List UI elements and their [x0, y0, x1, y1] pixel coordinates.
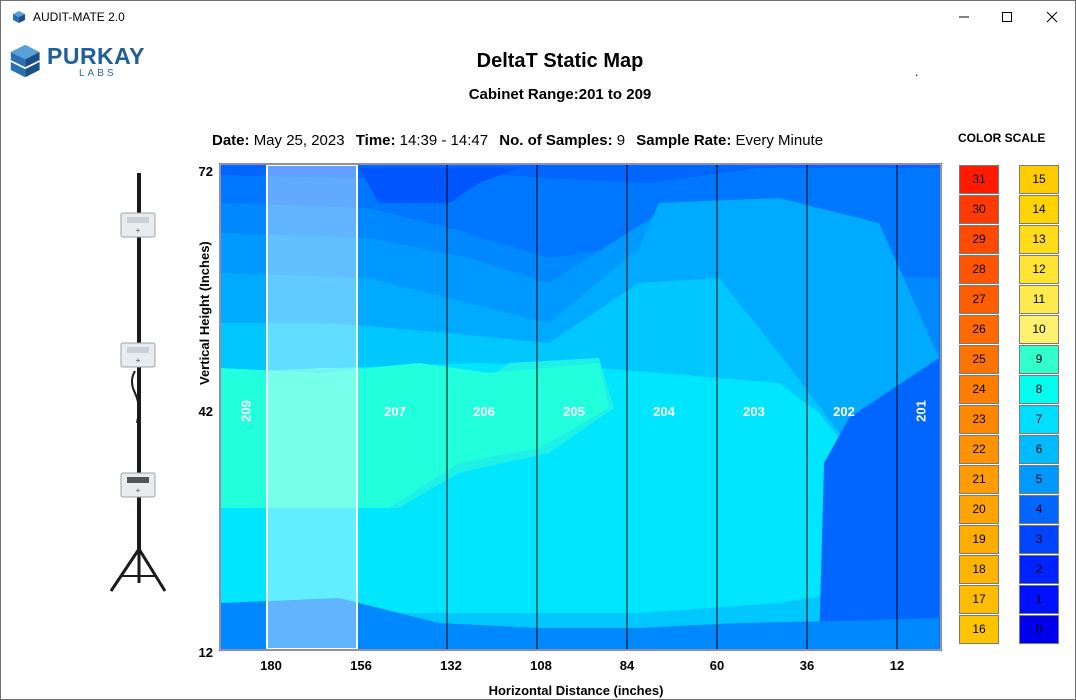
- minimize-button[interactable]: [941, 1, 987, 33]
- cabinet-label[interactable]: 205: [563, 404, 585, 419]
- heat-band-bottom-5: [221, 598, 939, 649]
- x-tick: 12: [889, 658, 905, 673]
- header-dot: .: [915, 65, 919, 79]
- x-tick: 60: [709, 658, 725, 673]
- color-scale-swatch: 9: [1019, 345, 1059, 374]
- title-bar[interactable]: AUDIT-MATE 2.0: [1, 1, 1075, 33]
- y-tick: 12: [198, 645, 213, 660]
- x-tick: 36: [799, 658, 815, 673]
- color-scale-swatch: 23: [959, 405, 999, 434]
- sensor-box-middle: +: [120, 342, 156, 368]
- cabinet-highlight[interactable]: [267, 165, 357, 649]
- heat-band-top-3: [359, 168, 519, 203]
- y-tick: 72: [198, 164, 213, 179]
- color-scale-swatch: 29: [959, 225, 999, 254]
- rate-label: Sample Rate:: [636, 132, 732, 149]
- y-tick: 42: [198, 404, 213, 419]
- heat-band-9: [221, 363, 609, 508]
- color-scale-title: COLOR SCALE: [958, 131, 1046, 145]
- cabinet-label[interactable]: 203: [743, 404, 765, 419]
- color-scale-swatch: 4: [1019, 495, 1059, 524]
- time-value: 14:39 - 14:47: [399, 132, 489, 149]
- brand-name: PURKAY: [47, 43, 146, 69]
- page-title: DeltaT Static Map: [476, 50, 644, 72]
- color-scale-swatch: 15: [1019, 165, 1059, 194]
- color-scale-swatch: 17: [959, 585, 999, 614]
- cabinet-label[interactable]: 202: [833, 404, 855, 419]
- sensor-pole-image: + + +: [109, 173, 167, 592]
- app-cube-icon: [13, 11, 25, 23]
- x-axis-label: Horizontal Distance (inches): [488, 683, 664, 698]
- color-scale-swatch: 6: [1019, 435, 1059, 464]
- color-scale-swatch: 30: [959, 195, 999, 224]
- color-scale-swatch: 5: [1019, 465, 1059, 494]
- color-scale-swatch: 22: [959, 435, 999, 464]
- x-tick: 156: [350, 658, 372, 673]
- color-scale-swatch: 11: [1019, 285, 1059, 314]
- color-scale-swatch: 0: [1019, 615, 1059, 644]
- samples-value: 9: [616, 132, 626, 149]
- color-scale-swatch: 31: [959, 165, 999, 194]
- time-label: Time:: [355, 132, 396, 149]
- color-scale-swatch: 20: [959, 495, 999, 524]
- cabinet-range: Cabinet Range:201 to 209: [468, 86, 652, 103]
- color-scale-swatch: 1: [1019, 585, 1059, 614]
- color-scale-swatch: 7: [1019, 405, 1059, 434]
- color-scale-swatch: 10: [1019, 315, 1059, 344]
- color-scale-swatch: 27: [959, 285, 999, 314]
- cabinet-label[interactable]: 204: [653, 404, 675, 419]
- color-scale-swatch: 19: [959, 525, 999, 554]
- x-tick: 180: [260, 658, 282, 673]
- minimize-icon: [959, 16, 969, 18]
- cabinet-label[interactable]: 201: [913, 400, 928, 422]
- sensor-box-top: +: [120, 212, 156, 238]
- brand-logo-icon: [10, 44, 41, 78]
- date-label: Date:: [212, 132, 250, 149]
- color-scale-swatch: 13: [1019, 225, 1059, 254]
- color-scale-swatch: 26: [959, 315, 999, 344]
- color-scale-swatch: 21: [959, 465, 999, 494]
- color-scale-swatch: 28: [959, 255, 999, 284]
- close-button[interactable]: [1029, 1, 1075, 33]
- cabinet-label[interactable]: 207: [384, 404, 406, 419]
- cabinet-label[interactable]: 209: [238, 400, 253, 422]
- brand-sub: LABS: [79, 68, 117, 79]
- color-scale-swatch: 3: [1019, 525, 1059, 554]
- close-icon: [1046, 11, 1058, 23]
- deltat-heatmap: 209 207 206 205 204 203 202 201: [219, 163, 942, 651]
- sensor-box-bottom: +: [120, 472, 156, 498]
- color-scale-swatch: 18: [959, 555, 999, 584]
- maximize-icon: [1002, 12, 1012, 22]
- color-scale-swatch: 24: [959, 375, 999, 404]
- heat-band-4: [819, 358, 939, 649]
- cabinet-label[interactable]: 206: [473, 404, 495, 419]
- color-scale-swatch: 8: [1019, 375, 1059, 404]
- svg-text:+: +: [136, 486, 141, 495]
- maximize-button[interactable]: [984, 1, 1030, 33]
- color-scale-swatch: 14: [1019, 195, 1059, 224]
- date-value: May 25, 2023: [253, 132, 345, 149]
- color-scale-swatch: 2: [1019, 555, 1059, 584]
- x-tick: 108: [530, 658, 552, 673]
- rate-value: Every Minute: [735, 132, 824, 149]
- cabinet-highlight-border: [266, 165, 358, 649]
- color-scale-swatch: 16: [959, 615, 999, 644]
- x-tick: 132: [440, 658, 462, 673]
- samples-label: No. of Samples:: [499, 132, 613, 149]
- color-scale-swatch: 12: [1019, 255, 1059, 284]
- svg-text:+: +: [136, 356, 141, 365]
- y-axis-label: Vertical Height (Inches): [197, 241, 212, 385]
- color-scale-swatch: 25: [959, 345, 999, 374]
- svg-text:+: +: [136, 226, 141, 235]
- window-title: AUDIT-MATE 2.0: [33, 10, 125, 24]
- x-tick: 84: [619, 658, 635, 673]
- info-line: Date: May 25, 2023 Time: 14:39 - 14:47 N…: [212, 132, 823, 149]
